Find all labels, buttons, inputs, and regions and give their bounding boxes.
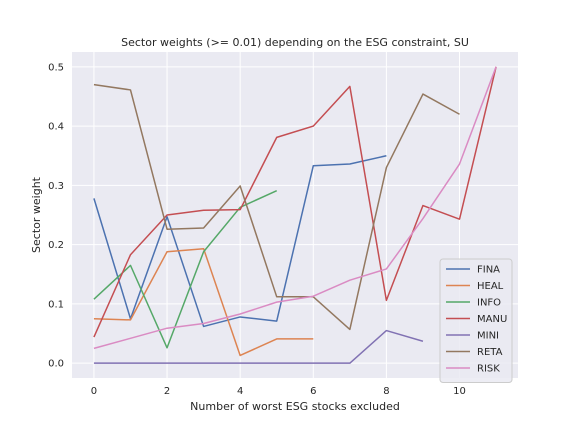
chart-title: Sector weights (>= 0.01) depending on th… [121,36,469,49]
y-tick-label: 0.1 [48,299,64,310]
legend-label: HEAL [477,281,504,292]
series-line-risk [93,66,497,350]
x-tick-label: 6 [310,386,316,397]
x-tick-label: 0 [91,386,97,397]
series-line-mini [93,329,424,364]
legend-label: MANU [477,314,507,325]
x-tick-label: 2 [164,386,170,397]
y-tick-label: 0.2 [48,240,64,251]
legend-label: FINA [477,265,500,276]
legend-label: MINI [477,331,499,342]
legend-label: RETA [477,347,503,358]
legend-label: INFO [477,298,501,309]
y-tick-label: 0.0 [48,359,64,370]
series-line-reta [93,83,460,331]
y-axis-ticks: 0.0 0.1 0.2 0.3 0.4 0.5 [48,62,64,369]
y-axis-label: Sector weight [30,176,43,253]
y-tick-label: 0.4 [48,122,64,133]
x-axis-label: Number of worst ESG stocks excluded [190,400,400,413]
x-tick-label: 10 [453,386,466,397]
y-tick-label: 0.5 [48,62,64,73]
legend: FINA HEAL INFO MANU MINI RETA RISK [439,258,513,383]
x-axis-ticks: 0 2 4 6 8 10 [91,386,466,397]
legend-label: RISK [477,364,500,375]
series-line-manu [93,66,497,338]
x-tick-label: 4 [237,386,243,397]
x-tick-label: 8 [383,386,389,397]
y-tick-label: 0.3 [48,181,64,192]
series-lines [93,66,497,364]
series-line-fina [93,154,387,328]
series-line-heal [93,248,314,357]
